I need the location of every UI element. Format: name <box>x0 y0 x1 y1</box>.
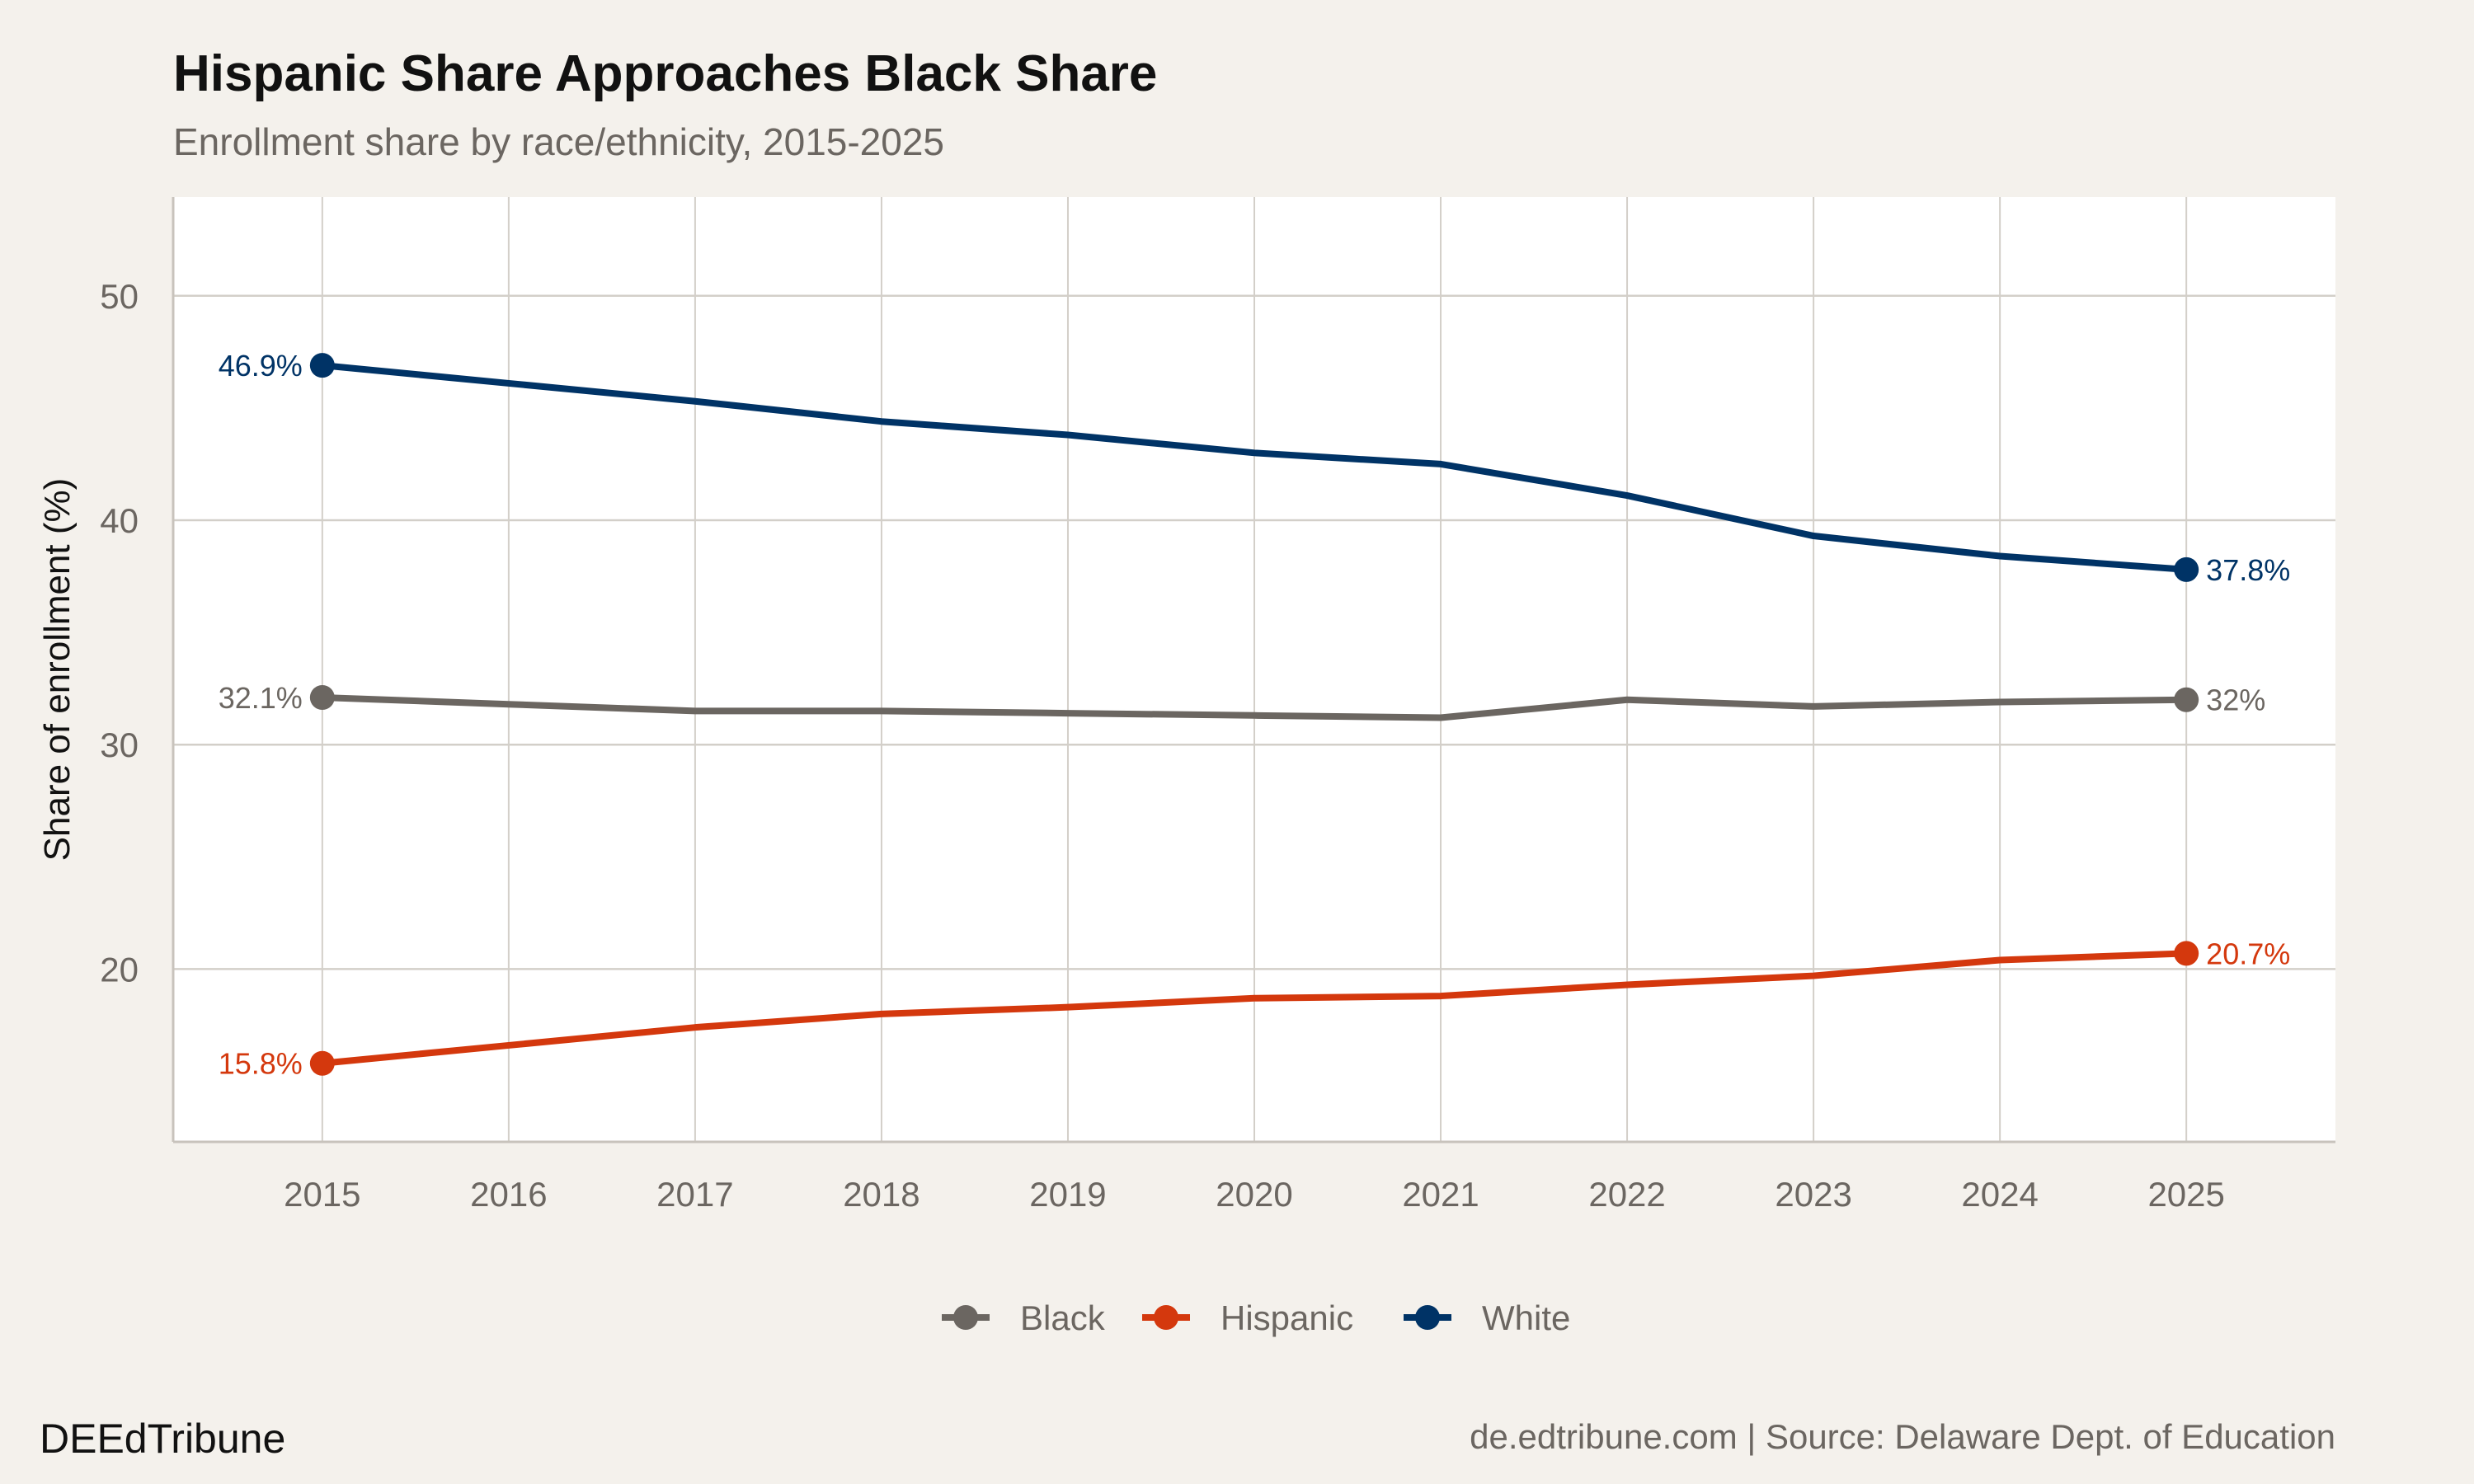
point-white-start <box>309 353 335 378</box>
legend-key-point-white <box>1415 1305 1440 1330</box>
data-label-white-end: 37.8% <box>2206 553 2290 587</box>
chart-title: Hispanic Share Approaches Black Share <box>173 45 1157 102</box>
brand-label: DEEdTribune <box>40 1416 285 1462</box>
legend-label-white: White <box>1482 1298 1570 1337</box>
source-caption: de.edtribune.com | Source: Delaware Dept… <box>1470 1417 2335 1456</box>
y-tick-label: 50 <box>100 277 139 316</box>
x-tick-label: 2023 <box>1775 1175 1851 1214</box>
x-tick-label: 2020 <box>1216 1175 1292 1214</box>
data-label-white-start: 46.9% <box>219 349 303 383</box>
x-tick-label: 2015 <box>284 1175 360 1214</box>
grid <box>173 197 2335 1142</box>
point-hispanic-end <box>2174 941 2199 966</box>
chart-subtitle: Enrollment share by race/ethnicity, 2015… <box>173 120 944 163</box>
x-tick-label: 2025 <box>2147 1175 2224 1214</box>
series-line-hispanic <box>322 950 2187 1067</box>
data-label-hispanic-end: 20.7% <box>2206 937 2290 970</box>
y-tick-label: 30 <box>100 726 139 764</box>
x-tick-label: 2018 <box>843 1175 920 1214</box>
data-label-black-start: 32.1% <box>219 681 303 715</box>
legend-key-point-hispanic <box>1154 1305 1178 1330</box>
y-tick-labels: 20 30 40 50 <box>100 277 139 989</box>
x-tick-label: 2016 <box>470 1175 547 1214</box>
point-black-start <box>309 685 335 711</box>
legend-label-hispanic: Hispanic <box>1221 1298 1353 1337</box>
point-hispanic-start <box>309 1050 335 1076</box>
x-tick-label: 2017 <box>656 1175 733 1214</box>
series-line-white <box>322 362 2187 573</box>
series-group: 32.1% 32% 15.8% 20.7% 46.9% 37.8% <box>219 349 2291 1081</box>
y-tick-label: 40 <box>100 501 139 540</box>
point-white-end <box>2174 556 2199 582</box>
x-tick-label: 2024 <box>1961 1175 2038 1214</box>
x-tick-label: 2021 <box>1402 1175 1479 1214</box>
series-line-black <box>322 694 2187 721</box>
x-tick-label: 2019 <box>1029 1175 1106 1214</box>
legend-label-black: Black <box>1020 1298 1106 1337</box>
y-axis-label: Share of enrollment (%) <box>37 478 78 862</box>
y-tick-label: 20 <box>100 950 139 989</box>
data-label-black-end: 32% <box>2206 683 2265 717</box>
legend-key-point-black <box>953 1305 978 1330</box>
legend: Black Hispanic White <box>942 1298 1570 1337</box>
data-label-hispanic-start: 15.8% <box>219 1047 303 1081</box>
x-tick-labels: 2015 2016 2017 2018 2019 2020 2021 2022 2023 2024… <box>284 1175 2225 1214</box>
x-tick-label: 2022 <box>1588 1175 1665 1214</box>
point-black-end <box>2174 687 2199 712</box>
